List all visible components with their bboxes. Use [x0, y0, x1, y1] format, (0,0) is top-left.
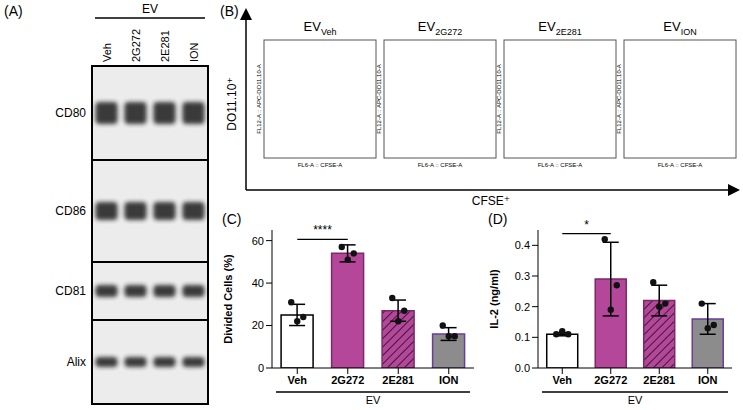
svg-text:0.3: 0.3	[515, 270, 530, 282]
svg-text:EV: EV	[366, 394, 381, 406]
svg-text:CD86: CD86	[55, 204, 86, 218]
svg-text:FL6-A :: CFSE-A: FL6-A :: CFSE-A	[298, 162, 343, 168]
svg-text:DO11.10⁺: DO11.10⁺	[225, 77, 239, 130]
svg-text:40: 40	[252, 277, 264, 289]
svg-text:0.0: 0.0	[515, 362, 530, 374]
svg-text:EV2E281: EV2E281	[538, 19, 581, 37]
svg-text:2E281: 2E281	[643, 374, 675, 386]
svg-text:0.1: 0.1	[515, 331, 530, 343]
svg-text:FL12-A :: APC-DO11.10-A: FL12-A :: APC-DO11.10-A	[256, 64, 262, 134]
svg-text:FL12-A :: APC-DO11.10-A: FL12-A :: APC-DO11.10-A	[616, 64, 622, 134]
svg-text:CD80: CD80	[55, 106, 86, 120]
svg-text:IL-2 (ng/ml): IL-2 (ng/ml)	[488, 269, 500, 329]
svg-text:0.2: 0.2	[515, 301, 530, 313]
svg-text:20: 20	[252, 319, 264, 331]
svg-text:(C): (C)	[222, 212, 241, 227]
svg-text:Veh: Veh	[552, 374, 572, 386]
svg-text:FL12-A :: APC-DO11.10-A: FL12-A :: APC-DO11.10-A	[376, 64, 382, 134]
svg-text:****: ****	[313, 223, 332, 237]
svg-text:0.4: 0.4	[515, 239, 530, 251]
svg-text:FL6-A :: CFSE-A: FL6-A :: CFSE-A	[418, 162, 463, 168]
svg-text:ION: ION	[698, 374, 718, 386]
svg-text:*: *	[584, 218, 589, 232]
svg-text:(A): (A)	[4, 3, 23, 19]
svg-text:EV: EV	[142, 2, 158, 16]
svg-text:EVVeh: EVVeh	[304, 19, 337, 37]
svg-text:FL12-A :: APC-DO11.10-A: FL12-A :: APC-DO11.10-A	[496, 64, 502, 134]
svg-text:Veh: Veh	[287, 374, 307, 386]
svg-text:EV2G272: EV2G272	[418, 19, 462, 37]
svg-text:2E281: 2E281	[159, 30, 171, 62]
svg-text:FL6-A :: CFSE-A: FL6-A :: CFSE-A	[538, 162, 583, 168]
svg-text:EVION: EVION	[663, 19, 696, 37]
svg-text:Divided Cells (%): Divided Cells (%)	[222, 254, 234, 344]
svg-text:0: 0	[258, 362, 264, 374]
svg-text:2G272: 2G272	[130, 29, 142, 62]
svg-text:2G272: 2G272	[331, 374, 364, 386]
svg-text:(D): (D)	[488, 212, 507, 227]
svg-text:Veh: Veh	[101, 43, 113, 62]
svg-text:Alix: Alix	[67, 355, 86, 369]
svg-text:2G272: 2G272	[594, 374, 627, 386]
svg-text:CD81: CD81	[55, 284, 86, 298]
svg-text:(B): (B)	[220, 3, 239, 19]
svg-text:EV: EV	[628, 394, 643, 406]
svg-text:60: 60	[252, 235, 264, 247]
svg-text:2E281: 2E281	[382, 374, 414, 386]
svg-text:CFSE⁺: CFSE⁺	[472, 194, 510, 208]
svg-text:FL6-A :: CFSE-A: FL6-A :: CFSE-A	[658, 162, 703, 168]
svg-text:ION: ION	[188, 42, 200, 62]
svg-text:ION: ION	[439, 374, 459, 386]
